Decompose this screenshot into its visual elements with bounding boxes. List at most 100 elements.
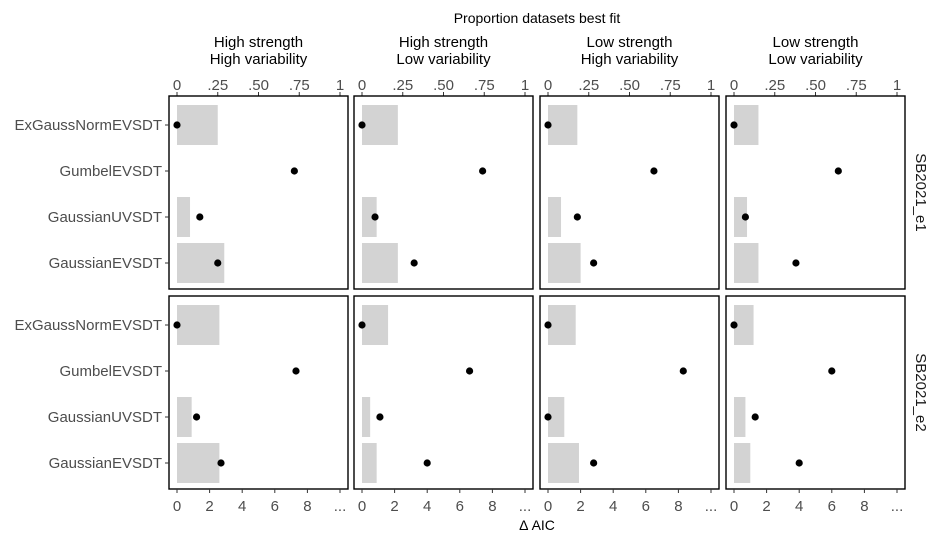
delta-aic-point xyxy=(834,167,842,175)
top-tick-label: 0 xyxy=(173,77,181,94)
category-labels: ExGaussNormEVSDT GumbelEVSDT GaussianUVSDT… xyxy=(14,117,169,472)
top-axes: 0.25.50.75 1 0.25.50.75 1 0.25.50.75 1 0.25.50… xyxy=(173,77,901,96)
delta-aic-point xyxy=(544,413,552,421)
top-tick-label: 1 xyxy=(336,77,344,94)
bottom-tick-label: 6 xyxy=(271,498,279,515)
top-tick-label: 1 xyxy=(893,77,901,94)
bottom-tick-label: ... xyxy=(519,498,532,515)
proportion-bar xyxy=(734,397,746,437)
proportion-bar xyxy=(548,397,565,437)
bottom-tick-label: 4 xyxy=(238,498,246,515)
top-tick-label: .75 xyxy=(474,77,495,94)
panel xyxy=(168,95,349,290)
bottom-tick-label: ... xyxy=(705,498,718,515)
column-header-line2: High variability xyxy=(210,51,308,68)
panel-frame xyxy=(725,295,906,490)
bottom-tick-label: ... xyxy=(891,498,904,515)
proportion-bar xyxy=(362,197,377,237)
row-strip-label: SB2021_e1 xyxy=(912,153,929,231)
top-tick-label: .75 xyxy=(846,77,867,94)
row-strip-label: SB2021_e2 xyxy=(912,353,929,431)
panel xyxy=(725,95,906,290)
category-label: GaussianUVSDT xyxy=(48,409,162,426)
delta-aic-point xyxy=(792,259,800,267)
delta-aic-point xyxy=(217,459,225,467)
top-tick-label: .50 xyxy=(805,77,826,94)
delta-aic-point xyxy=(730,121,738,129)
delta-aic-point xyxy=(544,121,552,129)
proportion-bar xyxy=(177,105,218,145)
top-tick-label: .25 xyxy=(207,77,228,94)
bottom-tick-label: 2 xyxy=(390,498,398,515)
delta-aic-point xyxy=(290,167,298,175)
delta-aic-point xyxy=(650,167,658,175)
delta-aic-point xyxy=(828,367,836,375)
top-tick-label: .50 xyxy=(433,77,454,94)
delta-aic-point xyxy=(292,367,300,375)
column-header-line2: Low variability xyxy=(768,51,863,68)
bottom-tick-label: 8 xyxy=(860,498,868,515)
bottom-tick-label: 8 xyxy=(303,498,311,515)
delta-aic-point xyxy=(214,259,222,267)
delta-aic-point xyxy=(173,121,181,129)
top-tick-label: .75 xyxy=(289,77,310,94)
bottom-tick-label: 8 xyxy=(488,498,496,515)
proportion-bar xyxy=(548,243,581,283)
proportion-bar xyxy=(548,197,562,237)
delta-aic-point xyxy=(573,213,581,221)
delta-aic-point xyxy=(479,167,487,175)
delta-aic-point xyxy=(730,321,738,329)
category-label: GaussianEVSDT xyxy=(49,255,162,272)
column-header-line1: High strength xyxy=(214,34,303,51)
top-tick-label: .50 xyxy=(248,77,269,94)
delta-aic-point xyxy=(410,259,418,267)
delta-aic-point xyxy=(371,213,379,221)
top-tick-label: .25 xyxy=(392,77,413,94)
category-label: GumbelEVSDT xyxy=(59,363,162,380)
column-header-line1: High strength xyxy=(399,34,488,51)
bottom-tick-label: 4 xyxy=(609,498,617,515)
top-tick-label: .25 xyxy=(578,77,599,94)
proportion-bar xyxy=(734,443,751,483)
column-header-line2: High variability xyxy=(581,51,679,68)
panels xyxy=(168,95,906,490)
bottom-axes: 0 2 4 6 8... 0 2 4 6 8... 0 2 4 6 8... 0 2 4 6 8... xyxy=(173,489,903,515)
top-tick-label: .75 xyxy=(660,77,681,94)
delta-aic-point xyxy=(192,413,201,421)
bottom-tick-label: 8 xyxy=(674,498,682,515)
panel xyxy=(725,295,906,490)
panel-frame xyxy=(168,295,349,490)
delta-aic-point xyxy=(544,321,552,329)
panel-frame xyxy=(539,295,720,490)
delta-aic-point xyxy=(423,459,431,467)
proportion-bar xyxy=(362,243,398,283)
category-label: ExGaussNormEVSDT xyxy=(14,317,162,334)
category-label: ExGaussNormEVSDT xyxy=(14,117,162,134)
top-tick-label: 0 xyxy=(730,77,738,94)
proportion-bar xyxy=(362,105,398,145)
proportion-bar xyxy=(734,197,748,237)
category-label: GaussianUVSDT xyxy=(48,209,162,226)
bottom-tick-label: 2 xyxy=(576,498,584,515)
bottom-tick-label: 4 xyxy=(795,498,803,515)
row-strips: SB2021_e1 SB2021_e2 xyxy=(912,153,929,431)
delta-aic-point xyxy=(590,459,598,467)
bottom-tick-label: 2 xyxy=(762,498,770,515)
top-tick-label: .50 xyxy=(619,77,640,94)
bottom-tick-label: 4 xyxy=(423,498,431,515)
bottom-tick-label: ... xyxy=(334,498,347,515)
column-header-line2: Low variability xyxy=(396,51,491,68)
delta-aic-point xyxy=(751,413,759,421)
panel xyxy=(539,295,720,490)
bottom-tick-label: 2 xyxy=(205,498,213,515)
panel-frame xyxy=(168,95,349,290)
delta-aic-point xyxy=(465,367,474,375)
delta-aic-point xyxy=(358,121,366,129)
delta-aic-point xyxy=(173,321,181,329)
proportion-bar xyxy=(734,105,759,145)
panel xyxy=(539,95,720,290)
category-label: GaussianEVSDT xyxy=(49,455,162,472)
bottom-axis-title: Δ AIC xyxy=(519,517,555,533)
panel-frame xyxy=(353,95,534,290)
